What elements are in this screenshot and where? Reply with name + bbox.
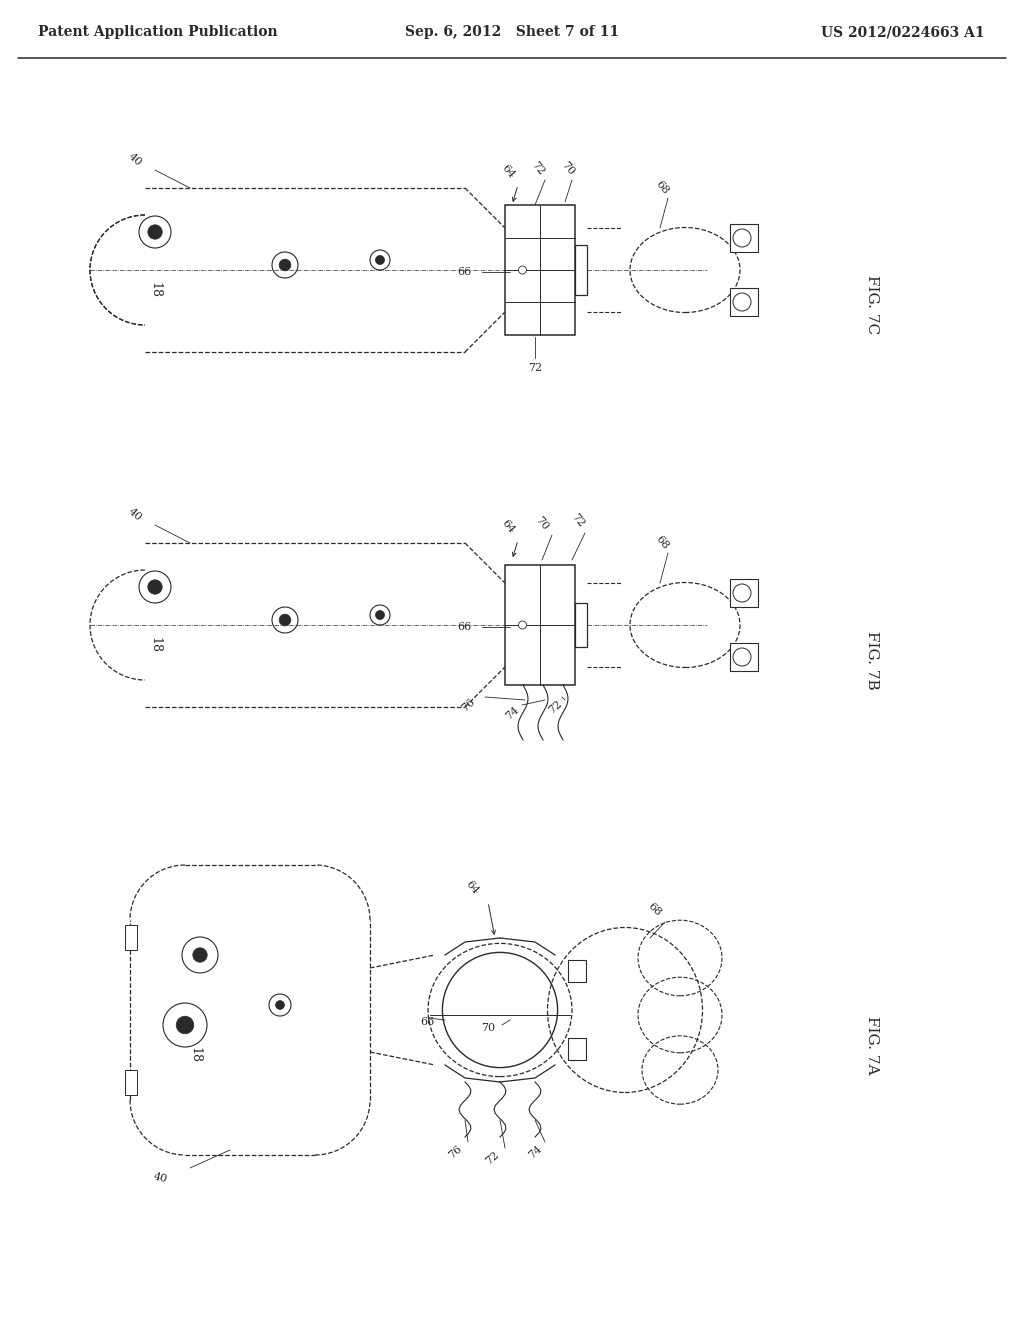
Text: FIG. 7C: FIG. 7C xyxy=(865,276,879,334)
Text: 76: 76 xyxy=(446,1143,464,1160)
Bar xyxy=(730,224,758,252)
Text: 18: 18 xyxy=(148,282,162,298)
Circle shape xyxy=(193,948,207,962)
Text: 72: 72 xyxy=(547,698,563,715)
Bar xyxy=(730,288,758,315)
Text: 74: 74 xyxy=(504,705,520,722)
Text: FIG. 7A: FIG. 7A xyxy=(865,1016,879,1074)
Bar xyxy=(568,1038,586,1060)
Text: 70: 70 xyxy=(560,160,577,177)
Circle shape xyxy=(376,256,384,264)
Ellipse shape xyxy=(733,583,751,602)
Bar xyxy=(730,643,758,671)
Circle shape xyxy=(275,1001,285,1010)
Text: 64: 64 xyxy=(500,519,516,536)
Ellipse shape xyxy=(442,953,558,1068)
Text: 72: 72 xyxy=(529,160,547,177)
Text: 72: 72 xyxy=(483,1150,501,1167)
Bar xyxy=(505,565,575,685)
Bar xyxy=(730,579,758,607)
Text: FIG. 7B: FIG. 7B xyxy=(865,631,879,689)
Text: 66: 66 xyxy=(421,1016,435,1027)
Text: 70: 70 xyxy=(481,1023,495,1034)
Text: 72: 72 xyxy=(528,363,542,374)
Text: 68: 68 xyxy=(653,535,671,552)
Text: 40: 40 xyxy=(152,1171,168,1184)
Text: Sep. 6, 2012   Sheet 7 of 11: Sep. 6, 2012 Sheet 7 of 11 xyxy=(404,25,620,40)
Ellipse shape xyxy=(518,267,526,275)
Text: 68: 68 xyxy=(653,180,671,197)
Text: 64: 64 xyxy=(464,879,480,896)
Ellipse shape xyxy=(733,228,751,247)
Text: 18: 18 xyxy=(148,638,162,653)
Ellipse shape xyxy=(518,620,526,630)
Text: 40: 40 xyxy=(126,152,143,169)
Circle shape xyxy=(147,579,162,594)
Text: 40: 40 xyxy=(126,507,143,524)
Text: 70: 70 xyxy=(534,515,550,532)
Text: Patent Application Publication: Patent Application Publication xyxy=(38,25,278,40)
Bar xyxy=(125,925,137,950)
Text: 68: 68 xyxy=(646,902,664,919)
Bar xyxy=(568,960,586,982)
Ellipse shape xyxy=(733,293,751,312)
Text: 76: 76 xyxy=(460,697,476,713)
Bar xyxy=(575,603,587,647)
Text: 64: 64 xyxy=(500,164,516,181)
Bar xyxy=(575,246,587,294)
Ellipse shape xyxy=(733,648,751,667)
Text: 66: 66 xyxy=(458,267,472,277)
Circle shape xyxy=(280,259,291,271)
Circle shape xyxy=(176,1016,194,1034)
Circle shape xyxy=(376,610,384,619)
Text: 74: 74 xyxy=(526,1143,544,1160)
Text: 66: 66 xyxy=(458,622,472,632)
Text: US 2012/0224663 A1: US 2012/0224663 A1 xyxy=(821,25,985,40)
Bar xyxy=(505,205,575,335)
Circle shape xyxy=(147,224,162,239)
Text: 18: 18 xyxy=(188,1047,202,1063)
Bar xyxy=(125,1071,137,1096)
Circle shape xyxy=(280,614,291,626)
Text: 72: 72 xyxy=(569,511,587,528)
